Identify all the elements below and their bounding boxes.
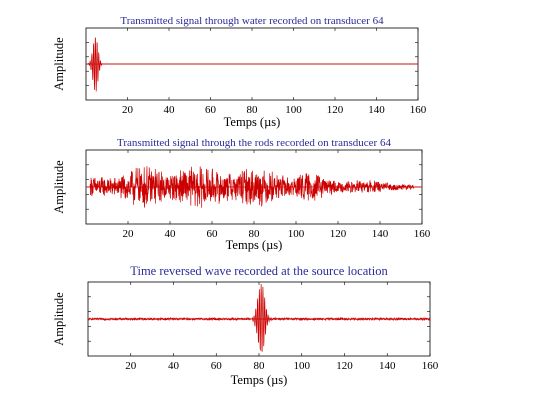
x-tick-label: 100 bbox=[288, 228, 305, 240]
y-axis-label: Amplitude bbox=[52, 37, 66, 91]
x-tick-label: 40 bbox=[168, 360, 180, 372]
chart-title: Transmitted signal through the rods reco… bbox=[117, 137, 391, 149]
x-tick-label: 160 bbox=[410, 104, 427, 116]
x-tick-label: 40 bbox=[165, 228, 177, 240]
chart-title: Time reversed wave recorded at the sourc… bbox=[130, 264, 388, 278]
x-axis-label: Temps (µs) bbox=[224, 115, 281, 129]
x-tick-label: 140 bbox=[379, 360, 396, 372]
x-axis-label: Temps (µs) bbox=[226, 238, 283, 252]
y-axis-label: Amplitude bbox=[52, 160, 66, 214]
x-tick-label: 120 bbox=[330, 228, 347, 240]
x-tick-label: 140 bbox=[368, 104, 385, 116]
x-tick-label: 160 bbox=[414, 228, 431, 240]
x-tick-label: 100 bbox=[294, 360, 311, 372]
subplot-rods: Transmitted signal through the rods reco… bbox=[52, 137, 431, 252]
signal-trace bbox=[86, 166, 422, 208]
x-tick-label: 20 bbox=[122, 104, 134, 116]
subplot-water: Transmitted signal through water recorde… bbox=[52, 15, 427, 129]
x-tick-label: 60 bbox=[205, 104, 217, 116]
x-tick-label: 120 bbox=[327, 104, 344, 116]
signal-trace bbox=[85, 37, 418, 92]
x-tick-label: 80 bbox=[249, 228, 261, 240]
x-tick-label: 20 bbox=[125, 360, 137, 372]
x-axis-label: Temps (µs) bbox=[231, 373, 288, 387]
x-tick-label: 60 bbox=[207, 228, 219, 240]
x-tick-label: 160 bbox=[422, 360, 439, 372]
x-tick-label: 20 bbox=[123, 228, 135, 240]
x-tick-label: 140 bbox=[372, 228, 389, 240]
subplot-time-reversed: Time reversed wave recorded at the sourc… bbox=[52, 264, 439, 387]
x-tick-label: 120 bbox=[336, 360, 353, 372]
y-axis-label: Amplitude bbox=[52, 292, 66, 346]
x-tick-label: 80 bbox=[247, 104, 259, 116]
x-tick-label: 60 bbox=[211, 360, 223, 372]
x-tick-label: 40 bbox=[164, 104, 176, 116]
x-tick-label: 80 bbox=[254, 360, 266, 372]
x-tick-label: 100 bbox=[285, 104, 302, 116]
signal-trace bbox=[87, 283, 431, 352]
chart-title: Transmitted signal through water recorde… bbox=[120, 15, 384, 27]
